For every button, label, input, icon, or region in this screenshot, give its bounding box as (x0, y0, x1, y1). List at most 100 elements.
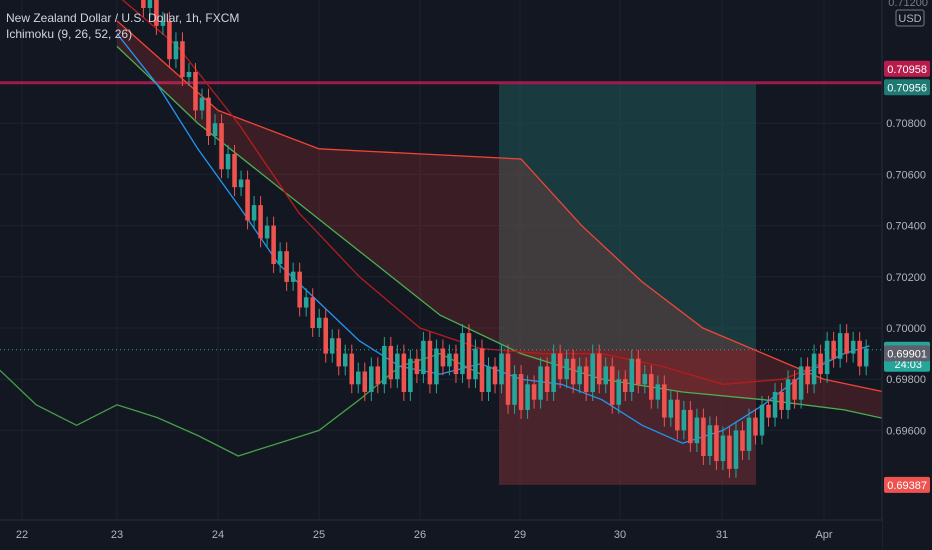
candle-60 (518, 365, 524, 419)
candle-43 (408, 349, 413, 401)
candle-48 (440, 339, 446, 376)
candle-33 (342, 344, 348, 376)
price-label-0 (884, 60, 930, 77)
y-tick-6: 0.69600 (886, 425, 926, 437)
candle-34 (349, 344, 355, 394)
candle-17 (238, 170, 244, 197)
candle-24 (284, 242, 289, 291)
candle-45 (421, 331, 426, 384)
candle-63 (538, 357, 543, 409)
candle-102 (792, 370, 797, 409)
candle-92 (727, 426, 732, 478)
candle-94 (740, 421, 745, 460)
candle-88 (701, 408, 706, 465)
candle-23 (277, 242, 283, 273)
candle-78 (636, 349, 641, 394)
y-tick-1: 0.70600 (886, 169, 926, 181)
candle-13 (212, 114, 218, 145)
candle-96 (753, 408, 758, 445)
candle-15 (225, 144, 231, 179)
x-tick-1: 23 (111, 529, 123, 541)
x-tick-6: 30 (614, 529, 626, 541)
candle-40 (388, 336, 394, 389)
candle-103 (798, 357, 804, 409)
candle-32 (336, 329, 342, 376)
price-label-text-4: 0.69387 (887, 480, 927, 492)
candle-65 (551, 344, 556, 401)
candle-47 (434, 339, 439, 394)
candle-106 (818, 344, 823, 384)
countdown-label: 24:03 (894, 359, 922, 371)
candle-58 (505, 344, 511, 414)
candle-104 (805, 357, 810, 394)
candle-100 (779, 383, 784, 419)
candle-18 (245, 170, 250, 230)
chart-legend: New Zealand Dollar / U.S. Dollar, 1h, FX… (6, 10, 239, 42)
candle-71 (590, 344, 595, 401)
candle-39 (382, 336, 387, 394)
candle-10 (193, 63, 198, 120)
candle-7 (173, 32, 179, 69)
x-tick-0: 22 (16, 529, 28, 541)
candle-99 (772, 383, 778, 427)
candle-66 (557, 344, 563, 389)
candle-55 (486, 357, 491, 401)
take-profit-zone (499, 83, 756, 350)
currency-label: USD (898, 13, 921, 25)
price-label-1 (884, 79, 930, 96)
time-axis-bg (0, 520, 882, 550)
candle-69 (577, 357, 582, 394)
candle-4 (154, 0, 159, 35)
candle-57 (499, 344, 504, 394)
candle-6 (167, 11, 172, 69)
cloud-fill (117, 20, 932, 428)
candle-16 (232, 144, 237, 197)
candle-46 (427, 331, 433, 394)
price-axis[interactable]: 0.71200 USD 0.70800 0.70600 0.70400 0.70200 0.… (881, 0, 932, 550)
candle-90 (714, 416, 719, 471)
candle-67 (564, 349, 569, 389)
symbol-title[interactable]: New Zealand Dollar / U.S. Dollar, 1h, FX… (6, 11, 240, 25)
candle-84 (675, 390, 680, 440)
candle-9 (186, 63, 192, 87)
candle-42 (401, 344, 407, 401)
leading-span-b (116, 20, 932, 399)
candle-36 (362, 362, 368, 401)
candle-30 (323, 308, 328, 363)
price-label-4 (884, 476, 930, 493)
price-label-text-1: 0.70956 (887, 82, 927, 94)
candle-108 (831, 331, 836, 368)
candle-28 (310, 288, 315, 337)
candle-25 (290, 262, 296, 291)
currency-box (895, 9, 925, 27)
candle-27 (303, 288, 309, 317)
candle-64 (544, 357, 550, 401)
candle-97 (759, 395, 765, 445)
candle-93 (733, 421, 739, 478)
candle-49 (447, 344, 452, 376)
candle-38 (375, 357, 381, 394)
candle-107 (824, 331, 830, 384)
indicator-title[interactable]: Ichimoku (9, 26, 52, 26) (6, 27, 133, 41)
y-tick-5: 0.69800 (886, 374, 926, 386)
y-tick-4: 0.70000 (886, 323, 926, 335)
candle-91 (720, 426, 726, 471)
ichimoku-cloud (117, 20, 932, 428)
candle-11 (199, 88, 205, 120)
candle-77 (629, 349, 635, 401)
leading-span-a (116, 45, 932, 428)
x-tick-2: 24 (212, 529, 224, 541)
candle-76 (622, 370, 628, 401)
candle-74 (609, 357, 615, 414)
candle-75 (616, 370, 622, 414)
candle-82 (662, 375, 667, 427)
candle-59 (512, 365, 517, 414)
candle-50 (453, 344, 459, 384)
long-position-zone[interactable] (0, 81, 882, 485)
candle-41 (395, 344, 400, 389)
candle-111 (850, 331, 856, 363)
candle-20 (258, 196, 263, 248)
time-axis[interactable]: 22 23 24 25 26 29 30 31 Apr (0, 519, 882, 550)
y-tick-3: 0.70200 (886, 272, 926, 284)
